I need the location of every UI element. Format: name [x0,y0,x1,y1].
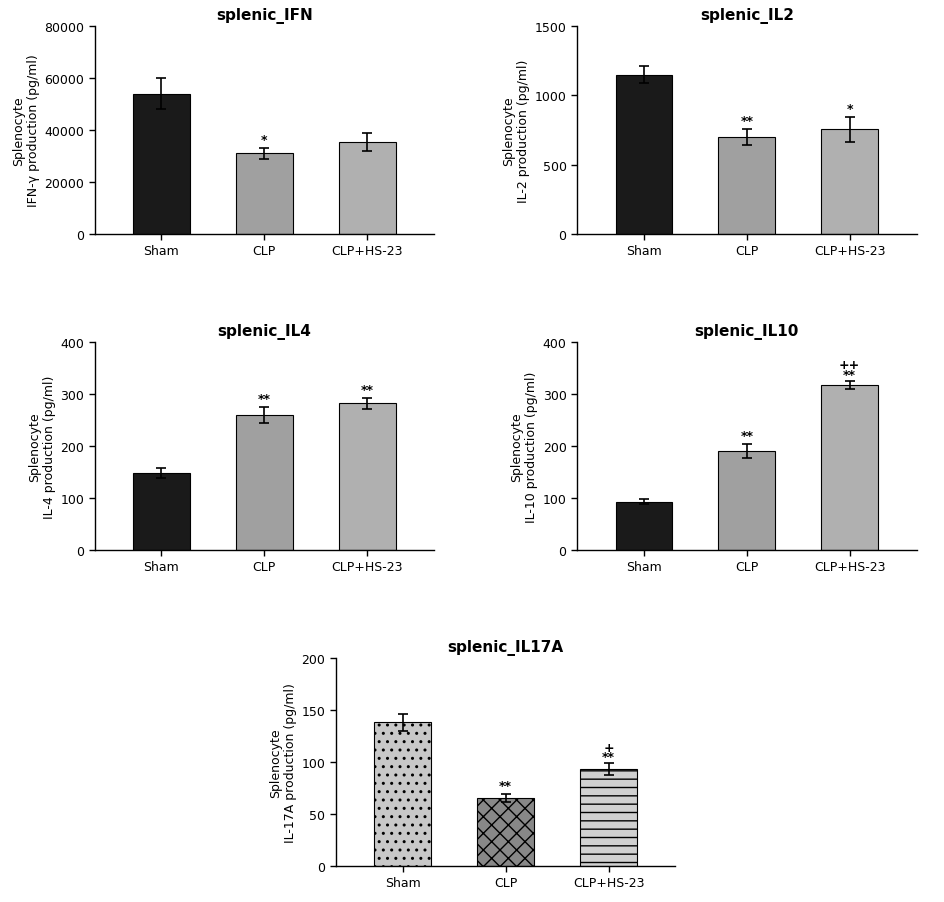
Y-axis label: Splenocyte
IL-17A production (pg/ml): Splenocyte IL-17A production (pg/ml) [269,682,297,842]
Text: ++: ++ [838,359,859,372]
Y-axis label: Splenocyte
IL-4 production (pg/ml): Splenocyte IL-4 production (pg/ml) [28,375,56,518]
Bar [615,76,671,235]
Text: **: ** [361,384,374,397]
Title: splenic_IL4: splenic_IL4 [217,324,311,340]
Bar [820,385,877,550]
Bar [374,723,430,866]
Bar [820,130,877,235]
Bar [580,769,636,866]
Y-axis label: Splenocyte
IL-10 production (pg/ml): Splenocyte IL-10 production (pg/ml) [510,371,538,522]
Bar [477,798,533,866]
Bar [133,95,190,235]
Bar [615,502,671,550]
Text: **: ** [601,750,615,763]
Bar [339,404,396,550]
Bar [236,415,293,550]
Title: splenic_IL2: splenic_IL2 [700,8,793,24]
Bar [236,154,293,235]
Title: splenic_IL17A: splenic_IL17A [447,640,563,656]
Text: **: ** [842,368,855,381]
Text: +: + [602,741,614,754]
Text: **: ** [739,115,752,128]
Text: **: ** [739,429,752,443]
Y-axis label: Splenocyte
IL-2 production (pg/ml): Splenocyte IL-2 production (pg/ml) [502,60,530,202]
Y-axis label: Splenocyte
IFN-γ production (pg/ml): Splenocyte IFN-γ production (pg/ml) [12,55,40,207]
Bar [133,474,190,550]
Text: **: ** [498,779,512,793]
Title: splenic_IL10: splenic_IL10 [694,324,798,340]
Text: *: * [261,134,267,147]
Text: **: ** [258,392,271,406]
Bar [717,452,774,550]
Bar [339,143,396,235]
Title: splenic_IFN: splenic_IFN [216,8,312,24]
Bar [717,138,774,235]
Text: *: * [846,103,852,115]
